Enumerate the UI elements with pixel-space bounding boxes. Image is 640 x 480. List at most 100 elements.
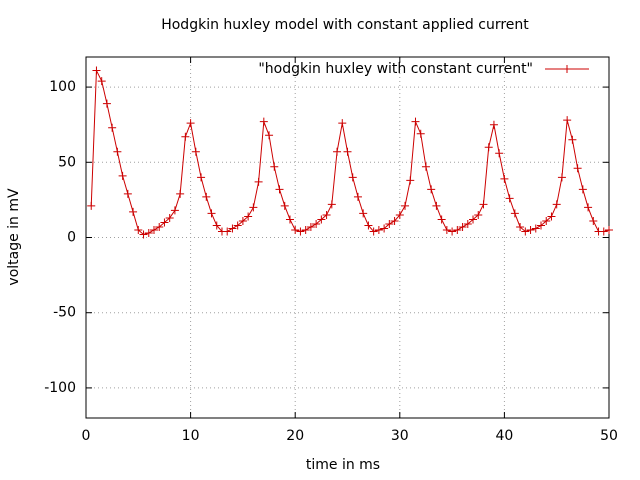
data-point bbox=[296, 227, 305, 236]
data-point bbox=[265, 131, 274, 140]
data-point bbox=[186, 119, 195, 128]
chart-title: Hodgkin huxley model with constant appli… bbox=[161, 17, 529, 33]
data-point bbox=[228, 224, 237, 233]
data-point bbox=[385, 219, 394, 228]
x-tick-label: 30 bbox=[391, 428, 409, 444]
y-tick-label: 100 bbox=[49, 79, 76, 95]
x-tick-label: 20 bbox=[286, 428, 304, 444]
data-point bbox=[233, 221, 242, 230]
data-point bbox=[401, 201, 410, 210]
data-point bbox=[197, 173, 206, 182]
data-point bbox=[149, 225, 158, 234]
x-axis-label: time in ms bbox=[306, 457, 380, 473]
data-point bbox=[317, 215, 326, 224]
data-point bbox=[578, 185, 587, 194]
data-point bbox=[411, 117, 420, 126]
data-point bbox=[374, 225, 383, 234]
data-point bbox=[484, 143, 493, 152]
data-point bbox=[353, 192, 362, 201]
data-point bbox=[244, 212, 253, 221]
data-point bbox=[489, 120, 498, 129]
data-point bbox=[406, 176, 415, 185]
y-tick-label: 0 bbox=[67, 230, 76, 246]
data-point bbox=[280, 201, 289, 210]
data-point bbox=[270, 162, 279, 171]
data-point bbox=[474, 210, 483, 219]
legend-marker bbox=[563, 65, 571, 73]
data-point bbox=[249, 203, 258, 212]
data-point bbox=[584, 203, 593, 212]
data-point bbox=[191, 147, 200, 156]
data-point bbox=[479, 200, 488, 209]
data-point bbox=[421, 162, 430, 171]
data-point bbox=[537, 221, 546, 230]
data-point bbox=[207, 209, 216, 218]
data-point bbox=[531, 224, 540, 233]
data-point bbox=[526, 225, 535, 234]
y-tick-label: -50 bbox=[53, 305, 76, 321]
data-point bbox=[547, 212, 556, 221]
y-tick-label: 50 bbox=[58, 154, 76, 170]
data-point bbox=[322, 210, 331, 219]
data-point bbox=[306, 222, 315, 231]
data-point bbox=[416, 129, 425, 138]
data-point bbox=[563, 116, 572, 125]
data-point bbox=[463, 219, 472, 228]
data-point bbox=[165, 213, 174, 222]
data-point bbox=[123, 189, 132, 198]
x-tick-label: 50 bbox=[600, 428, 618, 444]
data-point bbox=[573, 164, 582, 173]
data-point bbox=[516, 222, 525, 231]
data-point bbox=[118, 171, 127, 180]
data-point bbox=[390, 216, 399, 225]
data-point bbox=[395, 210, 404, 219]
x-tick-label: 10 bbox=[182, 428, 200, 444]
data-point bbox=[202, 192, 211, 201]
plot-frame bbox=[85, 56, 610, 419]
series-line bbox=[90, 70, 610, 236]
data-point bbox=[134, 225, 143, 234]
y-axis-label: voltage in mV bbox=[6, 188, 22, 286]
data-point bbox=[139, 230, 148, 239]
data-point bbox=[108, 123, 117, 132]
data-point bbox=[87, 201, 96, 210]
data-point bbox=[380, 224, 389, 233]
data-point bbox=[275, 185, 284, 194]
data-point bbox=[285, 215, 294, 224]
data-point bbox=[552, 200, 561, 209]
data-point bbox=[568, 135, 577, 144]
data-point bbox=[500, 174, 509, 183]
data-point bbox=[212, 221, 221, 230]
data-point bbox=[144, 228, 153, 237]
data-point bbox=[333, 147, 342, 156]
data-point bbox=[259, 117, 268, 126]
data-point bbox=[254, 177, 263, 186]
data-point bbox=[469, 215, 478, 224]
data-point bbox=[495, 149, 504, 158]
x-tick-label: 0 bbox=[82, 428, 91, 444]
y-tick-label: -100 bbox=[44, 380, 76, 396]
data-point bbox=[312, 219, 321, 228]
data-point bbox=[343, 147, 352, 156]
data-point bbox=[327, 200, 336, 209]
data-point bbox=[176, 189, 185, 198]
data-point bbox=[369, 227, 378, 236]
legend-label: "hodgkin huxley with constant current" bbox=[258, 61, 533, 77]
data-point bbox=[181, 132, 190, 141]
data-point bbox=[338, 119, 347, 128]
data-point bbox=[521, 227, 530, 236]
x-tick-label: 40 bbox=[495, 428, 513, 444]
data-point bbox=[291, 225, 300, 234]
data-point bbox=[97, 77, 106, 86]
data-point bbox=[301, 225, 310, 234]
data-point bbox=[348, 173, 357, 182]
data-point bbox=[448, 227, 457, 236]
data-point bbox=[437, 215, 446, 224]
data-point bbox=[505, 194, 514, 203]
data-point bbox=[113, 147, 122, 156]
data-point bbox=[364, 221, 373, 230]
data-point bbox=[453, 225, 462, 234]
data-point bbox=[458, 222, 467, 231]
data-point bbox=[238, 216, 247, 225]
